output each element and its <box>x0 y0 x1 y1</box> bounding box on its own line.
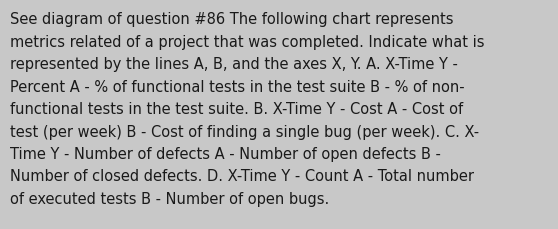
Text: Time Y - Number of defects A - Number of open defects B -: Time Y - Number of defects A - Number of… <box>10 146 441 161</box>
Text: functional tests in the test suite. B. X-Time Y - Cost A - Cost of: functional tests in the test suite. B. X… <box>10 101 463 117</box>
Text: Number of closed defects. D. X-Time Y - Count A - Total number: Number of closed defects. D. X-Time Y - … <box>10 169 474 184</box>
Text: Percent A - % of functional tests in the test suite B - % of non-: Percent A - % of functional tests in the… <box>10 79 465 94</box>
Text: test (per week) B - Cost of finding a single bug (per week). C. X-: test (per week) B - Cost of finding a si… <box>10 124 479 139</box>
Text: See diagram of question #86 The following chart represents: See diagram of question #86 The followin… <box>10 12 454 27</box>
Text: metrics related of a project that was completed. Indicate what is: metrics related of a project that was co… <box>10 34 484 49</box>
Text: represented by the lines A, B, and the axes X, Y. A. X-Time Y -: represented by the lines A, B, and the a… <box>10 57 458 72</box>
Text: of executed tests B - Number of open bugs.: of executed tests B - Number of open bug… <box>10 191 329 206</box>
